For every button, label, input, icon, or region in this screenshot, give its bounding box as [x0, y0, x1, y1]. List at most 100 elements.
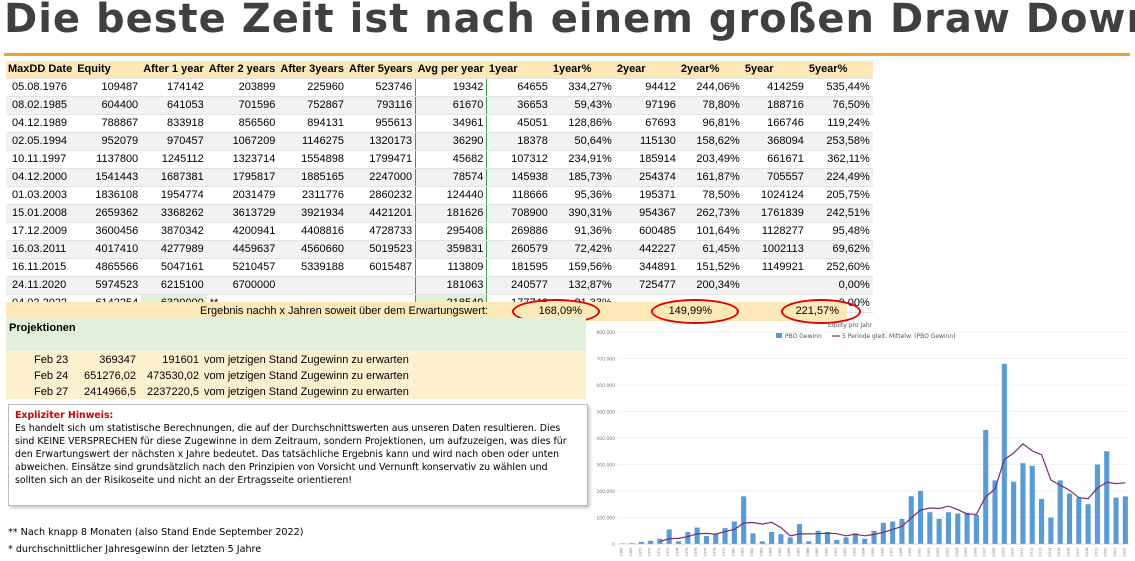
x-tick-label: 1995 — [871, 547, 875, 556]
x-tick-label: 2000 — [918, 547, 922, 557]
column-header: After 2 years — [206, 61, 279, 79]
table-cell: 02.05.1994 — [6, 132, 76, 151]
table-row: 16.03.2011 4017410 4277989 4459637 4560660 50… — [6, 240, 873, 259]
projection-text: vom jetzigen Stand Zugewinn zu erwarten — [204, 370, 409, 382]
table-cell: 185,73% — [550, 168, 615, 187]
table-cell: 1067209 — [206, 132, 279, 151]
table-cell: 36290 — [415, 132, 488, 151]
chart-bar — [769, 532, 775, 544]
chart-bar — [824, 532, 831, 544]
table-cell: 262,73% — [678, 204, 743, 223]
table-cell: 725477 — [614, 276, 679, 295]
disclaimer-box: Expliziter Hinweis: Es handelt sich um s… — [8, 404, 588, 506]
projection-row: Feb 24 651276,02 473530,02 vom jetzigen Sta… — [6, 368, 586, 384]
table-cell: 115130 — [614, 132, 679, 151]
column-header: 2year — [614, 61, 679, 79]
table-cell: 2247000 — [346, 168, 416, 187]
table-cell: 45682 — [415, 150, 488, 169]
result-label: Ergebnis nachh x Jahren soweit über dem … — [200, 305, 488, 317]
table-cell: 3600456 — [75, 222, 142, 241]
table-cell: 252,60% — [806, 258, 873, 277]
table-cell: 151,52% — [678, 258, 743, 277]
chart-bar — [713, 533, 719, 544]
table-cell: 10.11.1997 — [6, 150, 76, 169]
table-row: 01.03.2003 1836108 1954774 2031479 2311776 28… — [6, 186, 873, 205]
table-cell: 61670 — [415, 96, 488, 115]
chart-bar — [685, 532, 691, 544]
x-tick-label: 2011 — [1020, 547, 1024, 556]
table-cell: 4728733 — [346, 222, 416, 241]
table-cell: 17.12.2009 — [6, 222, 76, 241]
x-tick-label: 1970 — [638, 547, 642, 557]
y-tick-label: 800.000 — [596, 330, 615, 336]
chart-bar — [1094, 464, 1100, 544]
column-header: 1year% — [550, 61, 615, 79]
table-cell: 4421201 — [346, 204, 416, 223]
column-header: 2year% — [678, 61, 743, 79]
projection-text: vom jetzigen Stand Zugewinn zu erwarten — [204, 354, 409, 366]
table-cell: 24.11.2020 — [6, 276, 76, 295]
chart-bar — [722, 528, 728, 544]
table-cell: 244,06% — [678, 78, 743, 97]
x-tick-label: 1977 — [703, 547, 707, 556]
projections-header — [6, 318, 586, 351]
chart-bar — [936, 518, 942, 544]
x-tick-label: 1982 — [750, 547, 754, 556]
chart-bar — [1122, 496, 1128, 544]
table-cell: 368094 — [742, 132, 807, 151]
x-tick-label: 1979 — [722, 547, 726, 557]
chart-bar — [815, 530, 821, 544]
table-cell: 0,00% — [806, 276, 873, 295]
chart-bar — [731, 521, 737, 544]
table-cell: 1761839 — [742, 204, 807, 223]
table-cell: 1320173 — [346, 132, 416, 151]
table-cell: 2031479 — [206, 186, 279, 205]
x-tick-label: 1975 — [685, 547, 689, 556]
table-cell: 708900 — [486, 204, 551, 223]
chart-bar — [750, 533, 756, 544]
result-row — [6, 302, 847, 321]
x-tick-label: 1993 — [852, 547, 856, 556]
chart-bar — [741, 496, 747, 544]
table-cell: 174142 — [141, 78, 207, 97]
table-cell: 08.02.1985 — [6, 96, 76, 115]
chart-bar — [890, 521, 896, 544]
y-tick-label: 600.000 — [596, 383, 615, 389]
x-tick-label: 1988 — [806, 547, 810, 557]
projection-month: Feb 24 — [34, 370, 69, 382]
x-tick-label: 1986 — [787, 547, 791, 557]
table-cell: 225960 — [278, 78, 347, 97]
table-row: 16.11.2015 4865566 5047161 5210457 5339188 60… — [6, 258, 873, 277]
chart-bar — [1104, 451, 1110, 544]
table-cell: 705557 — [742, 168, 807, 187]
table-cell: 200,34% — [678, 276, 743, 295]
chart-bar — [945, 512, 952, 544]
table-cell: 240577 — [486, 276, 551, 295]
table-cell: 4017410 — [75, 240, 142, 259]
projection-month: Feb 23 — [34, 354, 69, 366]
chart-bar — [787, 537, 793, 544]
y-tick-label: 300.000 — [596, 463, 615, 469]
x-tick-label: 2014 — [1048, 547, 1052, 557]
table-cell: 97196 — [614, 96, 679, 115]
chart-bar — [1048, 517, 1054, 544]
chart-bar — [648, 540, 654, 544]
table-cell: 788867 — [75, 114, 142, 133]
table-row: 04.12.1989 788867 833918 856560 894131 955613… — [6, 114, 873, 133]
table-cell: 181595 — [486, 258, 551, 277]
table-cell: 96,81% — [678, 114, 743, 133]
table-cell: 5974523 — [75, 276, 142, 295]
projection-row: Feb 23 369347 191601 vom jetzigen Stand Zug… — [6, 352, 586, 368]
chart-bar — [955, 513, 961, 544]
table-row: 24.11.2020 5974523 6215100 6700000 181063 240… — [6, 276, 873, 295]
table-cell: 4560660 — [278, 240, 347, 259]
chart-bar — [629, 543, 635, 544]
disclaimer-text: Es handelt sich um statistische Berechnu… — [15, 423, 567, 486]
table-cell: 1541443 — [75, 168, 142, 187]
table-cell: 242,51% — [806, 204, 873, 223]
x-tick-label: 1984 — [769, 547, 773, 557]
chart-bar — [806, 541, 812, 544]
y-tick-label: 100.000 — [596, 516, 615, 522]
table-cell: 158,62% — [678, 132, 743, 151]
table-cell: 3613729 — [206, 204, 279, 223]
